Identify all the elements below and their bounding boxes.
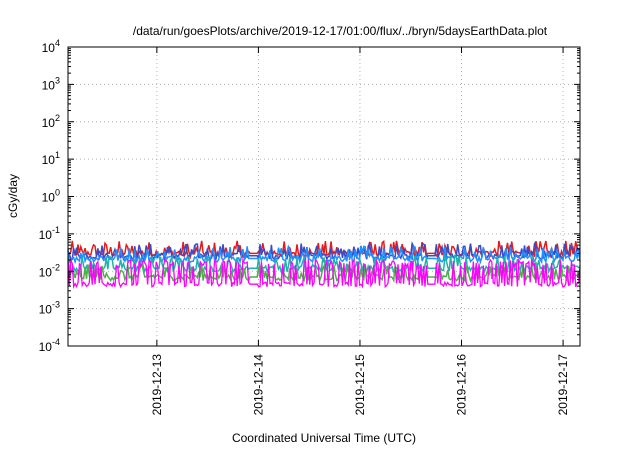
y-tick-label: 100 bbox=[42, 188, 60, 205]
y-tick-label: 103 bbox=[42, 75, 60, 92]
series-line bbox=[67, 254, 581, 275]
x-tick-label: 2019-12-15 bbox=[353, 354, 367, 416]
y-axis-label: cGy/day bbox=[6, 174, 20, 218]
y-tick-label: 101 bbox=[42, 150, 60, 167]
chart-title: /data/run/goesPlots/archive/2019-12-17/0… bbox=[133, 24, 548, 38]
x-tick-label: 2019-12-13 bbox=[150, 354, 164, 416]
grid bbox=[68, 47, 580, 346]
y-tick-label: 10-4 bbox=[39, 337, 60, 354]
x-tick-label: 2019-12-16 bbox=[455, 354, 469, 416]
y-tick-label: 10-3 bbox=[39, 300, 60, 317]
series-line bbox=[67, 239, 581, 260]
y-tick-label: 10-1 bbox=[39, 225, 60, 242]
y-tick-label: 104 bbox=[42, 38, 60, 55]
series-line bbox=[67, 257, 581, 290]
series-layer bbox=[67, 239, 581, 290]
y-tick-label: 10-2 bbox=[39, 262, 60, 279]
y-tick-label: 102 bbox=[42, 113, 60, 130]
x-axis-label: Coordinated Universal Time (UTC) bbox=[232, 431, 416, 445]
series-line bbox=[67, 241, 581, 262]
x-tick-label: 2019-12-14 bbox=[251, 354, 265, 416]
x-tick-label: 2019-12-17 bbox=[556, 354, 570, 416]
x-axis: 2019-12-13 2019-12-14 2019-12-15 2019-12-16… bbox=[150, 47, 570, 415]
y-axis: 10-4 10-3 10-2 10-1 100 101 102 103 104 bbox=[39, 38, 580, 354]
